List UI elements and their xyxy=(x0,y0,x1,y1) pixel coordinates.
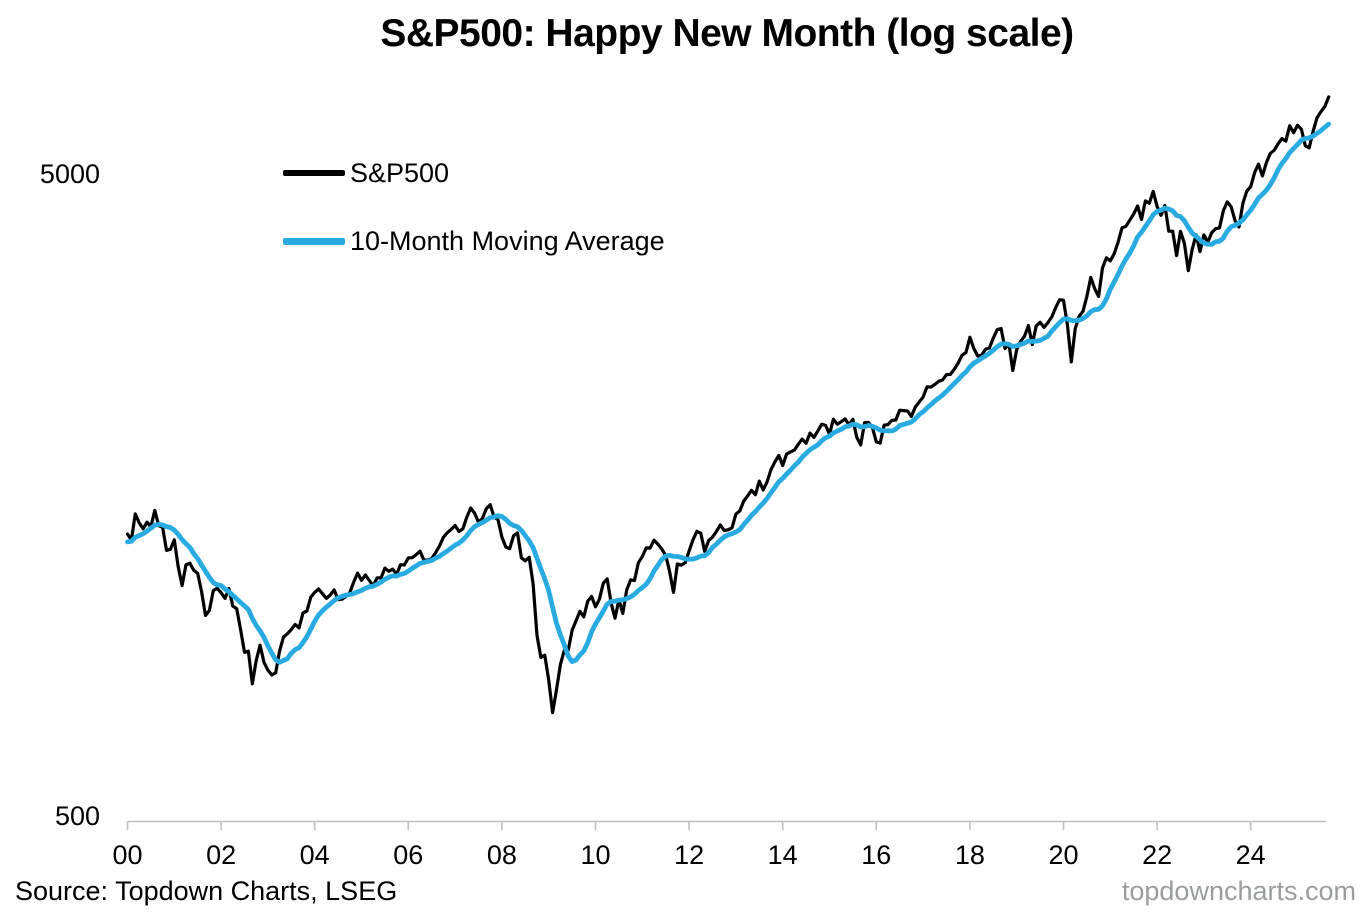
legend-item-sp500: S&P500 xyxy=(283,157,665,189)
x-axis-tick-label: 22 xyxy=(1142,840,1173,870)
legend-label-sp500: S&P500 xyxy=(350,157,450,188)
x-axis-tick-label: 18 xyxy=(954,840,985,870)
x-axis-tick-label: 10 xyxy=(580,840,611,870)
x-axis-tick-label: 02 xyxy=(206,840,237,870)
x-axis-tick-label: 16 xyxy=(861,840,892,870)
x-axis-tick-label: 06 xyxy=(393,840,424,870)
y-axis-tick-label: 500 xyxy=(54,801,100,831)
legend: S&P500 10-Month Moving Average xyxy=(283,157,665,293)
sp500-line-swatch-icon xyxy=(283,170,345,176)
x-axis-tick-label: 14 xyxy=(767,840,798,870)
ma10-line xyxy=(125,121,1332,665)
x-axis-tick-label: 08 xyxy=(486,840,517,870)
source-note: Source: Topdown Charts, LSEG xyxy=(15,876,398,906)
x-axis-tick-label: 04 xyxy=(299,840,330,870)
sp500-line xyxy=(125,95,1331,715)
x-axis-tick-label: 20 xyxy=(1048,840,1079,870)
watermark-text: topdowncharts.com xyxy=(1121,876,1356,906)
legend-item-ma10: 10-Month Moving Average xyxy=(283,225,665,257)
x-axis-tick-label: 12 xyxy=(674,840,705,870)
x-axis-tick-label: 00 xyxy=(112,840,143,870)
ma10-line-swatch-icon xyxy=(283,237,345,245)
x-axis-tick-label: 24 xyxy=(1235,840,1266,870)
legend-label-ma10: 10-Month Moving Average xyxy=(350,225,665,256)
x-axis xyxy=(126,820,1326,830)
chart-title: S&P500: Happy New Month (log scale) xyxy=(380,12,1074,55)
y-axis-tick-label: 5000 xyxy=(39,159,100,189)
